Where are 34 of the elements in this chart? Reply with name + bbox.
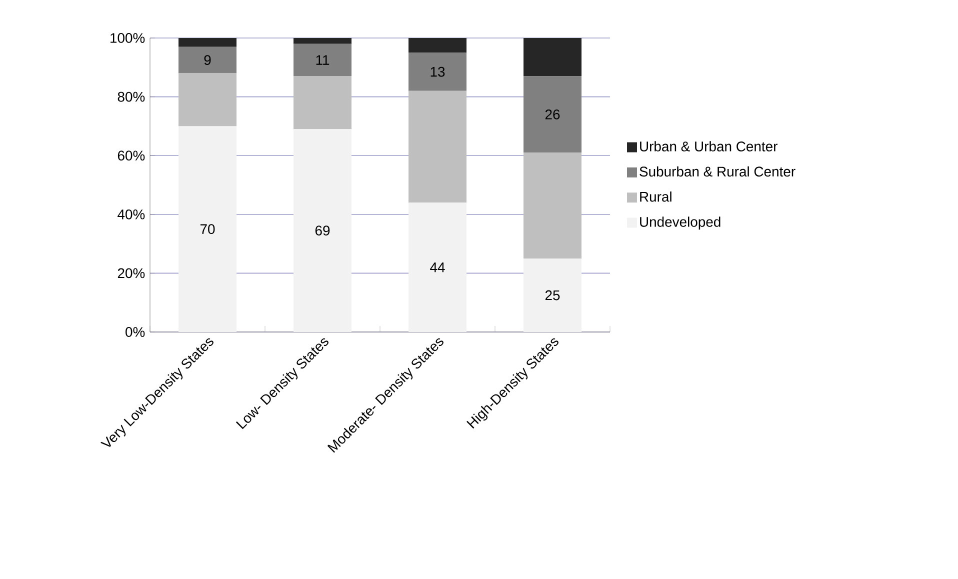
bar (524, 258, 582, 332)
bar (294, 44, 352, 76)
bar (178, 46, 237, 74)
legend-label: Urban & Urban Center (640, 141, 778, 152)
y-tick-label: 60% (118, 150, 145, 161)
bar (178, 126, 237, 332)
y-tick-label: 0% (126, 327, 145, 337)
bar (524, 152, 582, 258)
bar (178, 73, 237, 126)
data-label: 11 (316, 55, 330, 65)
legend-label: Undeveloped (640, 216, 720, 230)
bar (294, 129, 352, 332)
bar (408, 52, 467, 91)
data-label: 9 (204, 55, 211, 65)
data-label: 25 (545, 290, 560, 300)
legend-label: Suburban & Rural Center (640, 166, 796, 177)
bar (408, 202, 467, 332)
bar (294, 38, 352, 44)
legend-label: Rural (640, 191, 672, 202)
y-tick-label: 100% (110, 33, 145, 43)
data-label: 69 (315, 226, 330, 236)
bar (408, 38, 467, 53)
data-label: 26 (545, 109, 560, 120)
y-tick-label: 80% (118, 92, 145, 102)
y-tick-label: 40% (118, 209, 145, 220)
bar (178, 38, 237, 47)
bar (524, 76, 582, 153)
bar (294, 76, 352, 130)
bar (524, 38, 582, 76)
data-label: 13 (430, 66, 445, 77)
bar (408, 90, 467, 203)
y-tick-label: 20% (118, 268, 145, 278)
data-label: 44 (430, 262, 445, 272)
data-label: 70 (200, 224, 215, 234)
